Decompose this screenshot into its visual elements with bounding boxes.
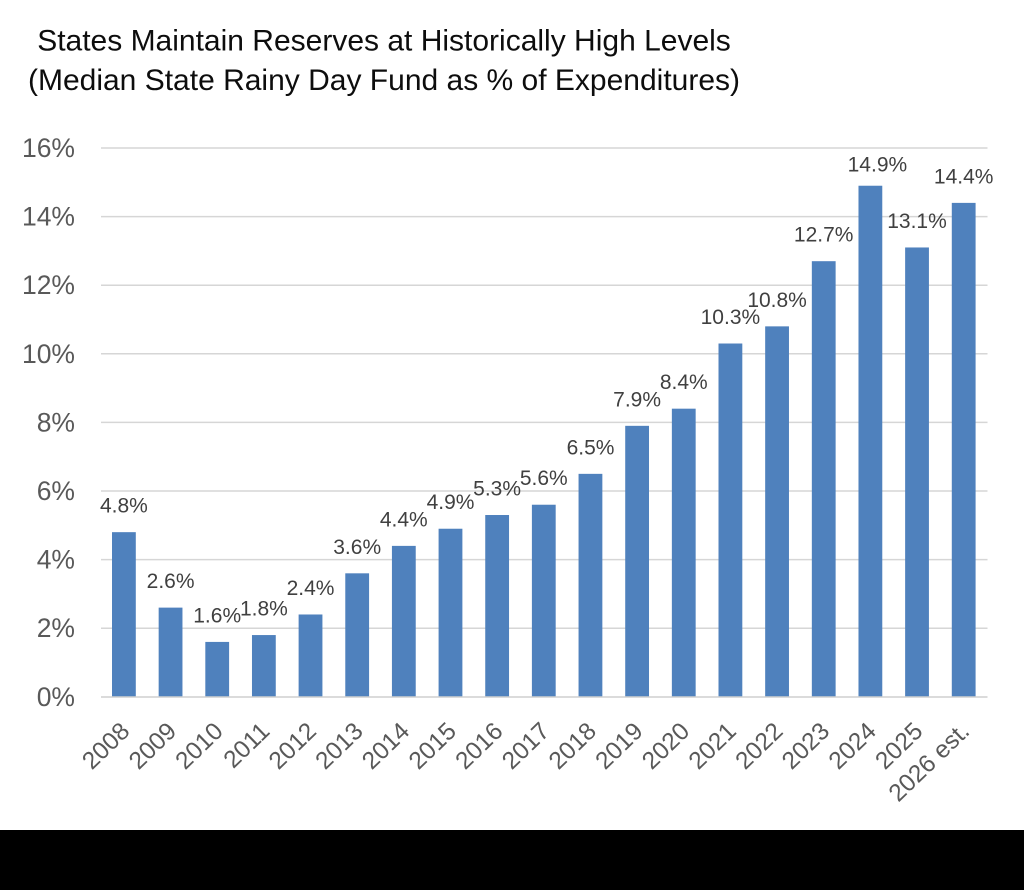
svg-text:0%: 0%	[37, 682, 75, 712]
svg-text:States Maintain Reserves at Hi: States Maintain Reserves at Historically…	[37, 25, 731, 58]
svg-text:2.6%: 2.6%	[147, 570, 195, 593]
svg-text:8.4%: 8.4%	[660, 371, 708, 394]
svg-text:7.9%: 7.9%	[613, 388, 661, 411]
svg-text:2.4%: 2.4%	[287, 577, 335, 600]
svg-text:8%: 8%	[37, 407, 75, 437]
svg-text:5.3%: 5.3%	[473, 478, 521, 501]
svg-text:14%: 14%	[22, 202, 75, 232]
svg-text:12.7%: 12.7%	[794, 224, 854, 247]
svg-text:4.4%: 4.4%	[380, 508, 428, 531]
svg-text:10%: 10%	[22, 339, 75, 369]
svg-text:4.8%: 4.8%	[100, 495, 148, 518]
svg-text:14.4%: 14.4%	[934, 165, 994, 188]
svg-text:4%: 4%	[37, 545, 75, 575]
svg-text:3.6%: 3.6%	[333, 536, 381, 559]
svg-text:10.3%: 10.3%	[701, 306, 761, 329]
svg-text:1.8%: 1.8%	[240, 598, 288, 621]
svg-text:(Median State Rainy Day Fund a: (Median State Rainy Day Fund as % of Exp…	[28, 64, 740, 97]
svg-text:6%: 6%	[37, 476, 75, 506]
svg-text:13.1%: 13.1%	[887, 210, 947, 233]
svg-text:16%: 16%	[22, 133, 75, 163]
svg-text:14.9%: 14.9%	[848, 154, 908, 177]
svg-text:10.8%: 10.8%	[747, 289, 807, 312]
svg-text:6.5%: 6.5%	[567, 436, 615, 459]
svg-text:4.9%: 4.9%	[427, 491, 475, 514]
svg-text:2%: 2%	[37, 613, 75, 643]
svg-text:12%: 12%	[22, 270, 75, 300]
svg-text:5.6%: 5.6%	[520, 467, 568, 490]
svg-text:1.6%: 1.6%	[193, 604, 241, 627]
